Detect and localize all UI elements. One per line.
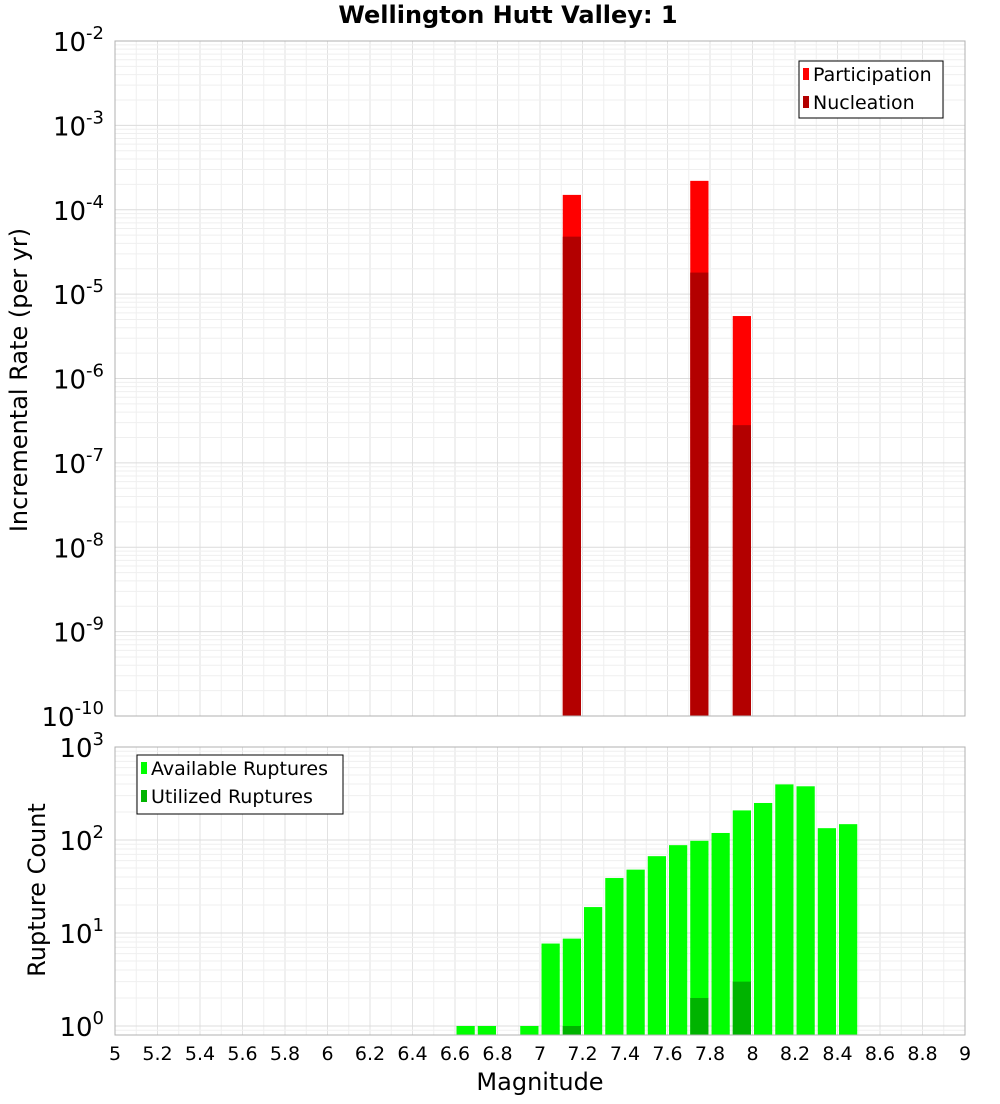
bottom-bar-available-ruptures	[754, 802, 773, 1035]
bottom-bar-utilized-ruptures	[562, 1025, 581, 1035]
chart-title: Wellington Hutt Valley: 1	[338, 1, 677, 29]
top-y-tick-label: 10-10	[42, 698, 105, 733]
x-tick-label: 6.2	[355, 1043, 385, 1065]
top-y-tick-label: 10-2	[53, 23, 104, 58]
bottom-bar-available-ruptures	[669, 845, 688, 1035]
bottom-bar-available-ruptures	[711, 832, 730, 1035]
top-bar-nucleation	[562, 236, 581, 716]
top-bar-nucleation	[690, 272, 709, 716]
x-tick-label: 6.8	[482, 1043, 512, 1065]
x-tick-label: 7.6	[652, 1043, 682, 1065]
x-tick-label: 6.4	[397, 1043, 427, 1065]
bottom-bar-available-ruptures	[796, 786, 815, 1035]
top-y-tick-label: 10-9	[53, 614, 104, 649]
bottom-y-tick-label: 101	[59, 915, 104, 950]
bottom-panel: 100 101 102 103 Available Ruptures Utilized R…	[59, 729, 971, 1065]
bottom-plot-frame	[114, 746, 966, 1036]
bottom-bar-available-ruptures	[562, 938, 581, 1035]
top-y-tick-label: 10-4	[53, 192, 104, 227]
bottom-bar-available-ruptures	[626, 869, 645, 1035]
bottom-bar-available-ruptures	[456, 1025, 475, 1035]
top-legend-swatch	[803, 68, 809, 80]
top-legend-label: Participation	[813, 64, 932, 86]
bottom-bar-utilized-ruptures	[690, 997, 709, 1035]
x-tick-label: 5.2	[142, 1043, 172, 1065]
bottom-bar-available-ruptures	[647, 856, 666, 1035]
bottom-y-tick-label: 103	[59, 729, 104, 764]
bottom-bar-available-ruptures	[477, 1025, 496, 1035]
x-tick-label: 9	[959, 1043, 971, 1065]
bottom-bar-available-ruptures	[775, 784, 794, 1035]
x-tick-label: 7.4	[610, 1043, 640, 1065]
bottom-bar-available-ruptures	[584, 907, 603, 1035]
x-tick-label: 7.2	[567, 1043, 597, 1065]
bottom-legend-swatch	[141, 790, 147, 802]
bottom-legend-label: Utilized Ruptures	[151, 786, 313, 808]
bottom-bar-available-ruptures	[541, 943, 560, 1035]
bottom-bar-available-ruptures	[520, 1025, 539, 1035]
bottom-legend-swatch	[141, 762, 147, 774]
x-axis-label: Magnitude	[476, 1068, 603, 1096]
x-tick-label: 5.4	[185, 1043, 215, 1065]
x-tick-label: 7	[534, 1043, 546, 1065]
x-tick-label: 8	[746, 1043, 758, 1065]
bottom-y-axis-label: Rupture Count	[23, 803, 51, 977]
top-y-tick-label: 10-3	[53, 107, 104, 142]
bottom-legend-label: Available Ruptures	[151, 758, 328, 780]
top-legend-box	[798, 60, 944, 119]
x-tick-label: 6.6	[440, 1043, 470, 1065]
top-y-tick-label: 10-6	[53, 361, 104, 396]
bottom-bar-available-ruptures	[839, 824, 858, 1035]
x-tick-label: 8.4	[822, 1043, 852, 1065]
top-y-tick-label: 10-7	[53, 445, 104, 480]
x-tick-label: 8.8	[907, 1043, 937, 1065]
bottom-legend-box	[136, 754, 344, 815]
x-tick-label: 5.8	[270, 1043, 300, 1065]
top-y-axis-label: Incremental Rate (per yr)	[5, 228, 33, 532]
x-tick-label: 7.8	[695, 1043, 725, 1065]
bottom-bar-available-ruptures	[817, 828, 836, 1035]
x-tick-label: 8.2	[780, 1043, 810, 1065]
bottom-bar-available-ruptures	[732, 810, 751, 1035]
x-tick-label: 5	[109, 1043, 121, 1065]
x-tick-label: 6	[321, 1043, 333, 1065]
bottom-bar-available-ruptures	[605, 878, 624, 1035]
top-plot-frame	[114, 40, 966, 717]
bottom-bar-available-ruptures	[690, 840, 709, 1035]
top-legend-swatch	[803, 96, 809, 108]
top-legend-label: Nucleation	[813, 92, 915, 114]
bottom-y-tick-label: 102	[59, 822, 104, 857]
bottom-y-tick-label: 100	[59, 1008, 104, 1043]
bottom-bar-utilized-ruptures	[732, 981, 751, 1035]
x-tick-label: 5.6	[227, 1043, 257, 1065]
top-y-tick-label: 10-8	[53, 529, 104, 564]
top-panel: 10-10 10-9 10-8 10-7 10-6 10-5 10-4 10-3 10-2 Par…	[42, 23, 966, 733]
x-tick-label: 8.6	[865, 1043, 895, 1065]
top-y-tick-label: 10-5	[53, 276, 104, 311]
top-bar-nucleation	[732, 425, 751, 716]
